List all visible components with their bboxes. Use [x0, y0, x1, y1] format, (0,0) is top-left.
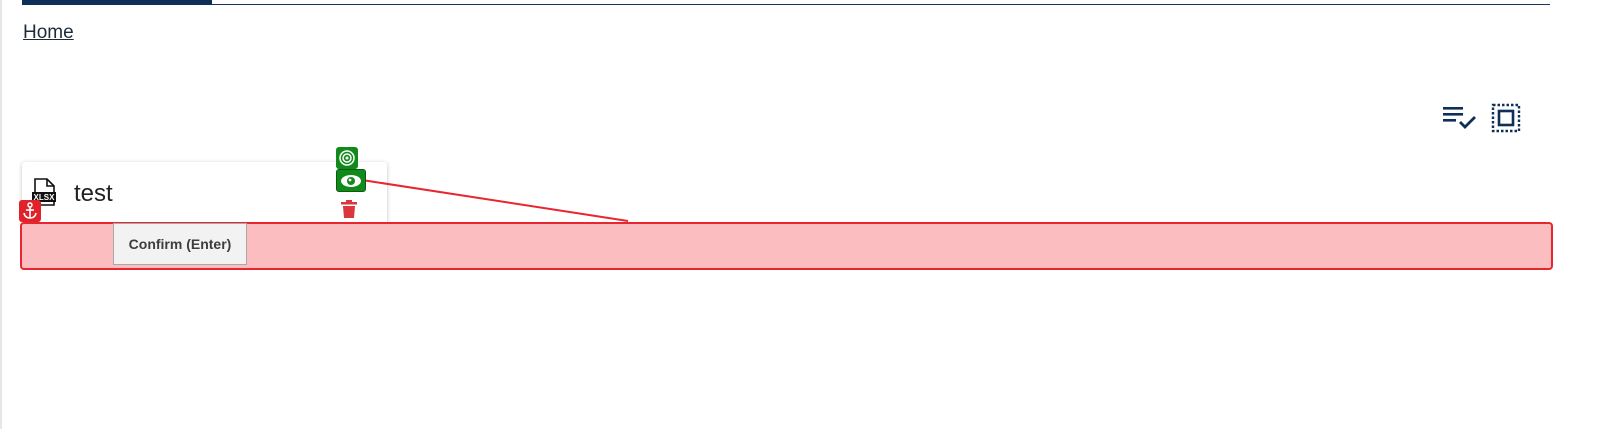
file-title: test: [74, 180, 113, 207]
file-card[interactable]: XLSX test: [22, 162, 387, 226]
page-left-border: [0, 0, 2, 429]
eye-icon[interactable]: [336, 169, 366, 192]
trash-icon[interactable]: [340, 199, 358, 219]
target-icon[interactable]: [336, 147, 358, 169]
select-frame-icon[interactable]: [1488, 100, 1524, 136]
active-tab-indicator: [22, 0, 212, 5]
header-divider: [22, 4, 1550, 5]
confirm-button[interactable]: Confirm (Enter): [113, 223, 247, 265]
svg-text:XLSX: XLSX: [34, 193, 56, 202]
drop-zone-highlight[interactable]: [20, 222, 1553, 270]
playlist-check-icon[interactable]: [1441, 100, 1477, 136]
breadcrumb-home[interactable]: Home: [23, 22, 74, 43]
anchor-icon[interactable]: [19, 200, 41, 222]
